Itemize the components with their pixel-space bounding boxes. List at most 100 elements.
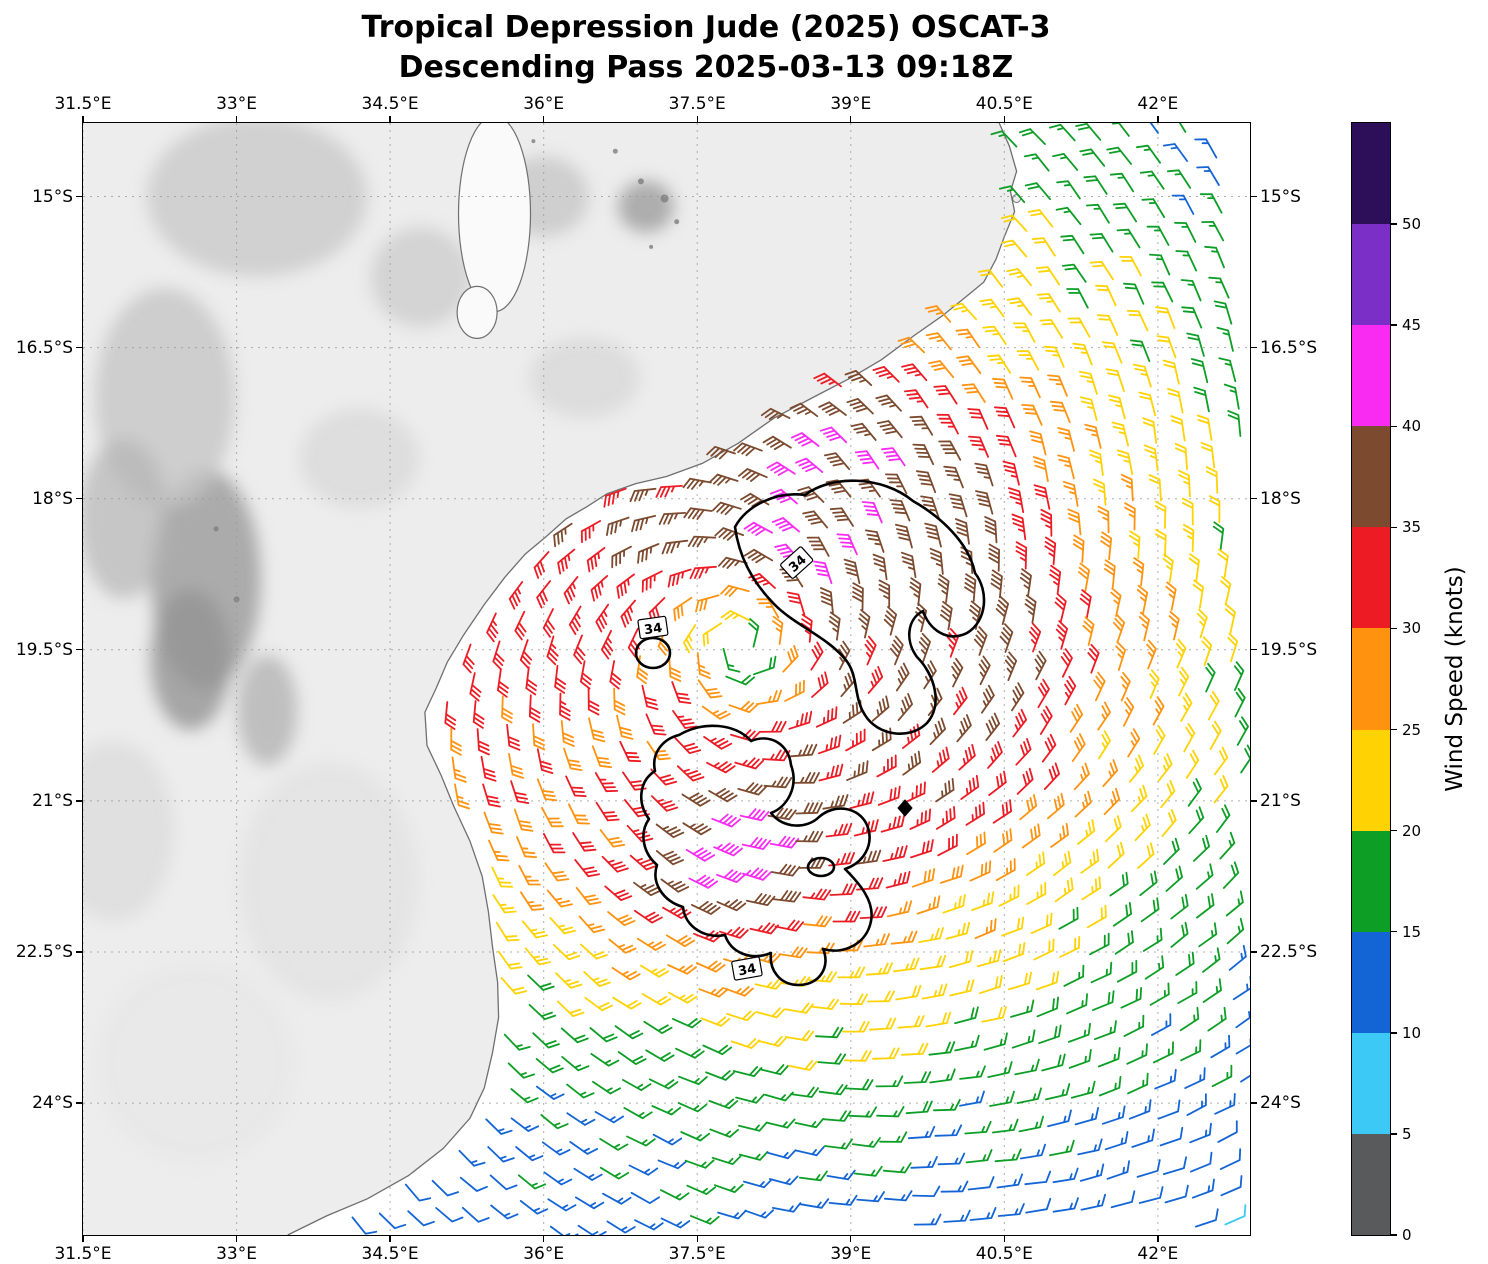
wind-barb — [994, 406, 1016, 429]
wind-barb — [513, 808, 534, 832]
wind-barb — [895, 984, 922, 1001]
wind-barb — [1026, 851, 1046, 876]
wind-barb — [1090, 961, 1113, 984]
wind-barb — [795, 1146, 825, 1157]
wind-barb — [1208, 495, 1221, 524]
wind-barb — [790, 743, 818, 758]
wind-barb — [1174, 442, 1188, 471]
wind-barb — [1097, 701, 1111, 731]
wind-barb — [977, 269, 1004, 288]
wind-barb — [1011, 513, 1027, 541]
wind-barb — [1052, 1167, 1079, 1184]
wind-barb — [645, 713, 667, 736]
wind-barb — [536, 580, 551, 609]
wind-barb — [527, 974, 555, 991]
wind-barb — [1142, 927, 1163, 952]
wind-barb — [981, 684, 995, 714]
wind-barb — [828, 852, 855, 867]
land-layer — [83, 123, 1022, 1235]
wind-barb — [563, 747, 583, 771]
axis-tick — [696, 1235, 698, 1242]
wind-barb — [541, 1141, 571, 1156]
wind-barb — [907, 1125, 936, 1140]
wind-barb — [1014, 1058, 1040, 1076]
wind-barb — [1220, 1175, 1243, 1197]
wind-barb — [961, 383, 986, 403]
wind-barb — [1196, 414, 1213, 441]
wind-barb — [1175, 951, 1195, 976]
wind-barb — [976, 949, 1002, 968]
wind-barb — [1109, 172, 1135, 193]
wind-barb — [1025, 1197, 1052, 1214]
wind-barb — [897, 693, 913, 722]
colorbar-tick — [1390, 829, 1397, 832]
wind-barb — [950, 302, 977, 321]
wind-barb — [1143, 444, 1159, 472]
axis-tick — [76, 195, 83, 198]
wind-barb — [622, 1079, 652, 1091]
wind-barb — [519, 1200, 549, 1215]
wind-barb — [524, 947, 551, 966]
wind-barb — [626, 1135, 656, 1147]
wind-barb — [602, 1192, 632, 1205]
wind-barb — [606, 1220, 636, 1234]
wind-barb — [1104, 815, 1122, 843]
wind-barb — [743, 521, 773, 536]
wind-barb — [557, 548, 576, 575]
wind-barb — [897, 1015, 925, 1029]
wind-barb — [890, 930, 918, 945]
wind-barb — [1050, 822, 1069, 848]
wind-barb — [925, 1011, 952, 1028]
wind-barb — [900, 1042, 929, 1056]
wind-barb — [1010, 999, 1035, 1018]
x-tick-label-bottom: 36°E — [523, 1244, 565, 1264]
wind-barb — [491, 866, 514, 888]
wind-barb — [876, 1106, 905, 1118]
wind-barb — [1079, 148, 1106, 167]
wind-barb — [882, 845, 908, 862]
wind-barb — [691, 900, 721, 915]
wind-barb — [730, 729, 760, 742]
wind-barb — [476, 728, 490, 756]
wind-barb — [1232, 976, 1250, 1001]
wind-barb — [590, 1053, 620, 1067]
wind-barb — [969, 600, 982, 630]
wind-barb — [641, 993, 671, 1006]
wind-barb — [651, 795, 679, 812]
wind-barb — [485, 1118, 513, 1135]
wind-barb — [611, 967, 641, 981]
colorbar-tick-label: 15 — [1402, 922, 1422, 941]
wind-barb — [1089, 932, 1110, 956]
wind-barb — [601, 855, 629, 873]
wind-barb — [1045, 1083, 1071, 1101]
wind-barb — [599, 1166, 630, 1180]
wind-barb — [1097, 1047, 1121, 1068]
wind-barb — [1227, 410, 1242, 437]
wind-barb — [533, 551, 550, 579]
wind-barb — [960, 774, 980, 800]
wind-barb — [480, 755, 497, 782]
wind-barb — [984, 516, 998, 544]
wind-barb — [1168, 611, 1180, 641]
wind-barb — [609, 660, 622, 690]
wind-barb — [724, 986, 754, 997]
axis-tick — [235, 116, 238, 123]
wind-barb — [956, 355, 982, 375]
wind-barb — [929, 547, 944, 575]
wind-barb — [1116, 449, 1134, 476]
wind-barb — [912, 1185, 941, 1197]
wind-barb — [431, 1179, 459, 1197]
wind-barb — [1171, 194, 1195, 215]
wind-barb — [987, 741, 1003, 769]
wind-barb — [552, 944, 581, 961]
wind-barb — [1079, 1163, 1105, 1182]
wind-barb — [1093, 671, 1106, 702]
wind-barb — [854, 450, 880, 470]
wind-barb — [996, 1173, 1023, 1189]
wind-barb — [789, 402, 819, 418]
wind-barb — [595, 801, 620, 822]
wind-barb — [790, 1086, 819, 1098]
wind-barb — [1191, 1178, 1215, 1199]
svg-text:34: 34 — [643, 621, 663, 638]
wind-barb — [1039, 705, 1053, 735]
